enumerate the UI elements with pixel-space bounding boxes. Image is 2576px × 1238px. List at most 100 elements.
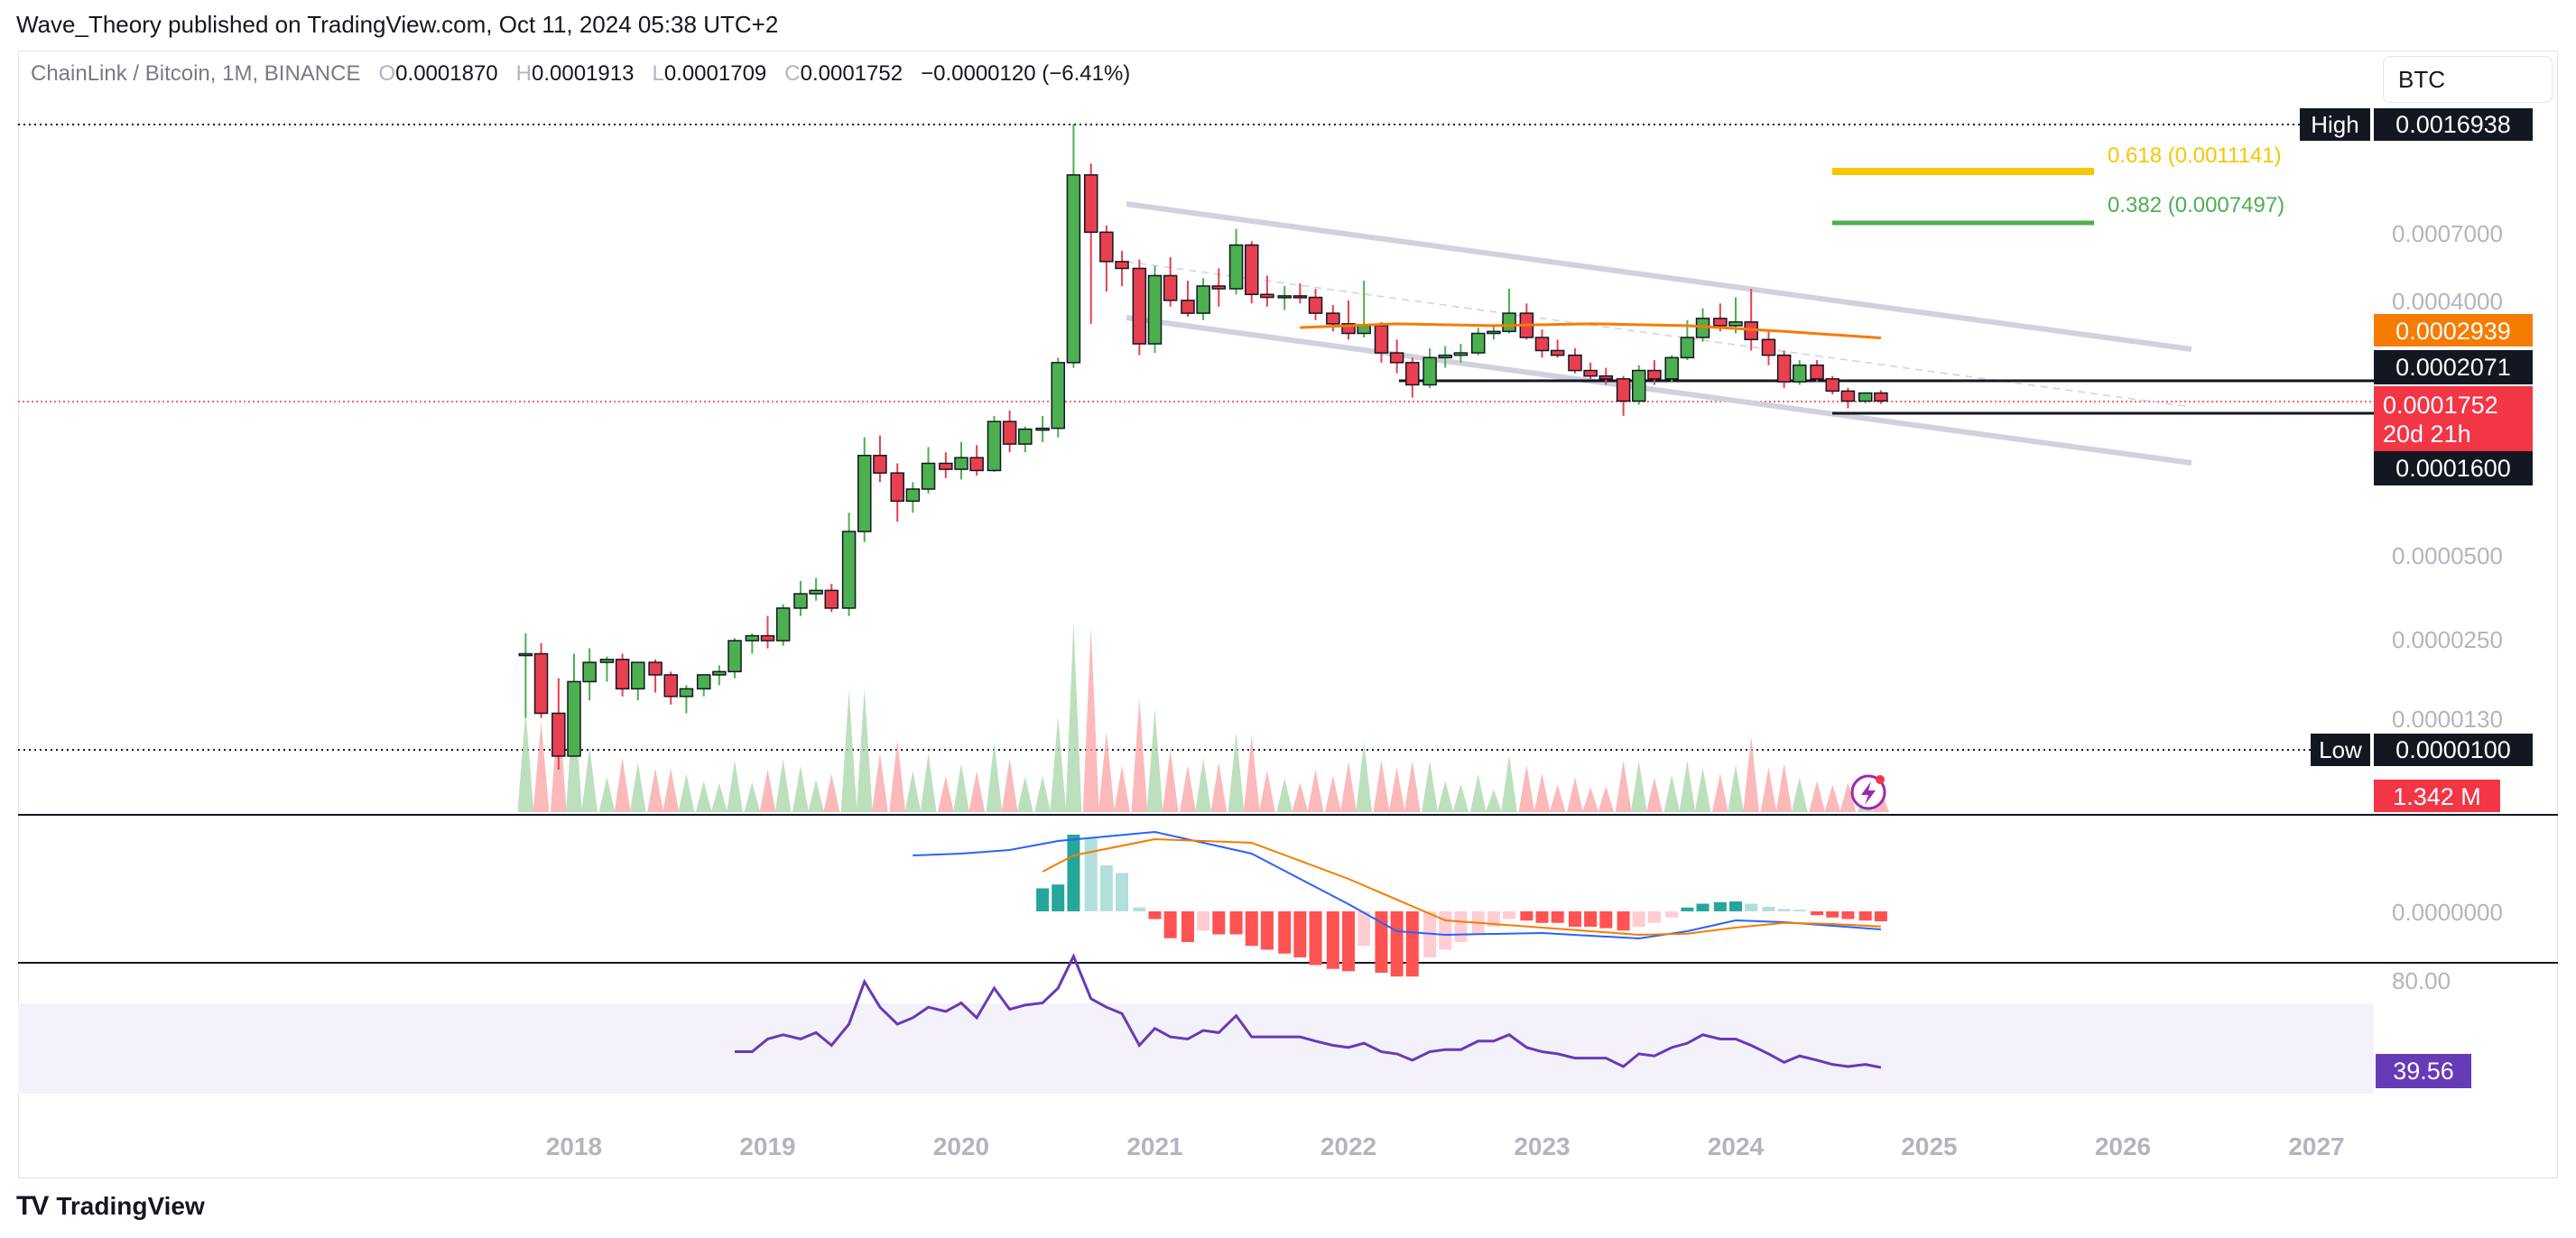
volume-bar (1114, 765, 1130, 812)
candle-body (745, 634, 760, 642)
candle-body (1308, 296, 1323, 314)
candle-body (1083, 174, 1098, 234)
macd-histogram-bar (1148, 911, 1162, 919)
candle-body (873, 455, 887, 474)
time-tick-label: 2025 (1901, 1132, 1957, 1160)
volume-bar (1728, 764, 1744, 812)
macd-histogram-bar (1260, 911, 1274, 950)
volume-bar (1645, 777, 1663, 812)
candle-body (1002, 420, 1017, 445)
last-price-badge: 0.0001752 20d 21h (2374, 386, 2533, 451)
fib-382-label: 0.382 (0.0007497) (2108, 193, 2284, 217)
publisher-line: Wave_Theory published on TradingView.com… (16, 11, 779, 38)
candle-body (1776, 354, 1792, 383)
candle-body (1874, 392, 1888, 402)
price-axis[interactable]: 0.0007000 0.0004000 0.0000500 0.0000250 … (2392, 220, 2503, 994)
candle-body (582, 661, 597, 683)
volume-bar (1743, 735, 1760, 812)
channel-upper-line (1126, 201, 2192, 352)
currency-button[interactable]: BTC (2383, 56, 2553, 103)
candle-body (1761, 338, 1776, 356)
volume-bar (1534, 773, 1551, 812)
volume-bar (614, 757, 631, 812)
macd-histogram-bar (1067, 835, 1080, 911)
time-axis[interactable]: 2018 2019 2020 2021 2022 2023 2024 2025 2026 2027 (546, 1132, 2345, 1160)
volume-bar (1694, 767, 1711, 812)
candle-body (857, 455, 872, 532)
volume-bar (986, 743, 1003, 812)
symbol-name[interactable]: ChainLink / Bitcoin, 1M, BINANCE (31, 61, 361, 86)
candle-body (954, 457, 968, 470)
volume-bar (1307, 770, 1324, 812)
macd-histogram-bar (1617, 911, 1630, 931)
time-tick-label: 2022 (1320, 1132, 1376, 1160)
candle-body (939, 462, 953, 470)
time-tick-label: 2026 (2095, 1132, 2151, 1160)
volume-bar (1016, 776, 1033, 812)
volume-bar (871, 753, 888, 812)
volume-bar (1292, 782, 1309, 812)
volume-bar (647, 768, 664, 812)
macd-histogram-bar (1293, 911, 1307, 957)
candle-body (1066, 174, 1081, 364)
low-badge: Low 0.0000100 (2311, 734, 2533, 766)
candle-body (648, 661, 663, 676)
macd-histogram-bar (1729, 901, 1742, 911)
candle-body (1018, 428, 1033, 445)
candle-body (1664, 356, 1679, 380)
close-label: C (784, 61, 801, 86)
last-price-value: 0.0001752 (2383, 392, 2498, 419)
price-tick-label: 0.0004000 (2392, 288, 2503, 315)
price-tick-label: 0.0000500 (2392, 542, 2503, 569)
macd-histogram-bar (1811, 911, 1824, 916)
macd-histogram-bar (1245, 911, 1258, 947)
volume-bar (1711, 773, 1728, 812)
candle-body (1196, 285, 1210, 314)
volume-bar (840, 689, 857, 812)
time-tick-label: 2021 (1126, 1132, 1182, 1160)
volume-bar (1210, 762, 1228, 812)
volume-bar (533, 722, 550, 812)
candle-body (1825, 378, 1839, 393)
volume-bar (1082, 626, 1099, 812)
macd-histogram-bar (1036, 888, 1050, 911)
volume-bar (695, 781, 712, 812)
candle-body (518, 652, 533, 657)
level-badge-2: 0.0001600 (2374, 451, 2533, 485)
volume-bar (1243, 735, 1260, 812)
volume-bar (598, 777, 616, 812)
volume-bar (1615, 760, 1632, 812)
macd-tick-label: 0.0000000 (2392, 899, 2503, 926)
candle-body (1583, 369, 1598, 377)
level-badge-2-value: 0.0001600 (2395, 455, 2511, 482)
lightning-icon[interactable] (1850, 774, 1886, 810)
macd-histogram-bar (1309, 911, 1322, 965)
candle-body (809, 589, 823, 595)
macd-histogram-bar (1390, 911, 1404, 977)
volume-bar (1324, 775, 1341, 812)
macd-histogram-bar (1439, 911, 1452, 950)
volume-bar (1388, 767, 1405, 812)
high-badge: High 0.0016938 (2300, 108, 2533, 141)
macd-histogram-bar (1099, 865, 1113, 911)
candle-body (1438, 354, 1452, 359)
macd-histogram-bar (1326, 911, 1339, 969)
candle-body (1115, 261, 1129, 270)
countdown-value: 20d 21h (2383, 420, 2471, 448)
candle-body (1374, 325, 1389, 354)
macd-histogram-bar (1163, 911, 1177, 938)
volume-badge: 1.342 M (2374, 780, 2500, 812)
rsi-badge: 39.56 (2376, 1054, 2471, 1088)
macd-histogram-bar (1116, 873, 1129, 911)
volume-bar (1356, 742, 1373, 812)
candle-body (987, 420, 1002, 472)
macd-histogram-bar (1084, 838, 1098, 911)
low-badge-label: Low (2319, 736, 2362, 763)
macd-histogram-bar (1405, 911, 1419, 977)
time-tick-label: 2023 (1514, 1132, 1570, 1160)
candle-body (1163, 274, 1178, 301)
volume-bar (1469, 773, 1487, 812)
rsi-line (735, 953, 1882, 1069)
price-tick-label: 0.0007000 (2392, 220, 2503, 247)
